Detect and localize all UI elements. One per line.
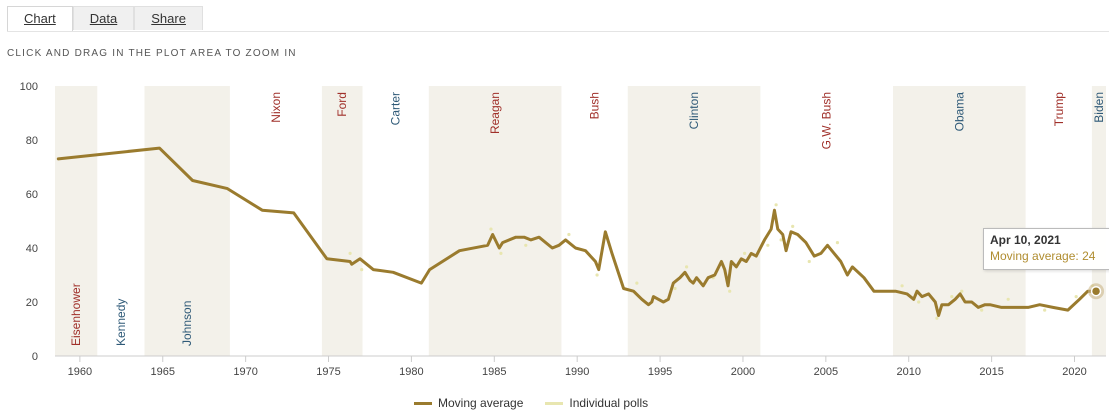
individual-poll-point (917, 300, 921, 304)
president-label-bush: Bush (588, 92, 602, 119)
president-label-obama: Obama (952, 92, 966, 132)
individual-poll-point (766, 243, 770, 247)
x-tick-label: 2005 (814, 366, 838, 378)
individual-poll-point (779, 238, 783, 242)
band-johnson (144, 86, 230, 356)
hover-marker (1090, 285, 1102, 297)
series-moving-average (56, 146, 1098, 317)
x-tick-label: 2010 (896, 366, 920, 378)
legend-swatch-moving-average (414, 401, 432, 405)
individual-poll-point (935, 316, 939, 320)
individual-poll-point (524, 243, 528, 247)
individual-poll-point (684, 265, 689, 269)
individual-poll-point (673, 286, 677, 291)
legend-item-individual-polls[interactable]: Individual polls (545, 396, 648, 410)
x-tick-label: 1980 (399, 366, 423, 378)
chart-tooltip: Apr 10, 2021 Moving average: 24 (983, 228, 1109, 270)
legend-item-moving-average[interactable]: Moving average (414, 396, 523, 410)
band-reagan (428, 86, 562, 356)
tab-data[interactable]: Data (72, 6, 135, 30)
x-tick-label: 1985 (482, 366, 506, 378)
legend-label-individual-polls: Individual polls (569, 396, 649, 410)
president-label-trump: Trump (1052, 92, 1066, 127)
x-tick-label: 1960 (68, 366, 92, 378)
president-label-eisenhower: Eisenhower (69, 283, 83, 346)
individual-poll-point (499, 251, 503, 255)
x-tick-label: 1995 (648, 366, 672, 378)
individual-poll-point (1006, 297, 1010, 301)
trust-chart[interactable]: Eisenhower Kennedy Johnson Nixon Ford Carter R… (0, 70, 1109, 400)
president-label-johnson: Johnson (180, 301, 194, 346)
individual-poll-point (595, 273, 599, 277)
y-tick-label: 20 (26, 297, 38, 309)
x-tick-label: 2015 (979, 366, 1003, 378)
individual-poll-point (900, 284, 904, 288)
president-label-carter: Carter (389, 92, 403, 125)
band-biden (1091, 86, 1106, 356)
tooltip-value: 24 (1082, 249, 1096, 263)
tab-chart[interactable]: Chart (7, 6, 73, 32)
president-label-ford: Ford (335, 92, 349, 117)
x-tick-label: 1990 (565, 366, 589, 378)
chart-tabs: Chart Data Share (7, 6, 203, 32)
individual-poll-point (960, 289, 964, 293)
individual-poll-point (1074, 295, 1078, 299)
individual-poll-point (807, 259, 811, 264)
x-tick-label: 1970 (233, 366, 257, 378)
band-ford (321, 86, 363, 356)
individual-poll-point (774, 203, 778, 207)
tooltip-series-label: Moving average (990, 249, 1076, 263)
individual-poll-point (1043, 308, 1047, 312)
tooltip-date: Apr 10, 2021 (990, 233, 1061, 247)
band-obama (892, 86, 1026, 356)
x-tick-label: 2000 (731, 366, 755, 378)
chart-legend: Moving average Individual polls (414, 396, 670, 410)
y-tick-label: 100 (20, 81, 38, 93)
zoom-hint: CLICK AND DRAG IN THE PLOT AREA TO ZOOM … (7, 48, 297, 59)
individual-poll-point (835, 241, 840, 245)
individual-poll-point (348, 251, 352, 255)
president-label-clinton: Clinton (687, 92, 701, 129)
individual-poll-point (791, 224, 795, 228)
tab-share[interactable]: Share (134, 6, 203, 30)
individual-poll-point (728, 289, 732, 293)
tab-divider (7, 31, 1109, 32)
individual-poll-point (980, 308, 984, 312)
band-eisenhower (55, 86, 98, 356)
individual-poll-point (489, 227, 493, 231)
president-label-kennedy: Kennedy (114, 299, 128, 346)
president-label-biden: Biden (1092, 92, 1106, 123)
y-tick-label: 40 (26, 243, 38, 255)
y-tick-label: 0 (32, 351, 38, 363)
x-tick-label: 1965 (151, 366, 175, 378)
individual-poll-point (950, 295, 954, 299)
individual-poll-point (360, 268, 364, 272)
president-label-nixon: Nixon (269, 92, 283, 123)
president-label-reagan: Reagan (488, 92, 502, 134)
individual-poll-point (567, 232, 571, 237)
x-tick-label: 2020 (1062, 366, 1086, 378)
y-tick-label: 60 (26, 189, 38, 201)
individual-poll-point (743, 251, 747, 255)
band-clinton (627, 86, 761, 356)
tooltip-value-row: Moving average: 24 (990, 249, 1096, 263)
legend-label-moving-average: Moving average (438, 396, 524, 410)
individual-poll-point (635, 281, 639, 285)
y-tick-label: 80 (26, 135, 38, 147)
legend-swatch-individual-polls (545, 401, 564, 405)
x-tick-label: 1975 (316, 366, 340, 378)
president-label-g-w-bush: G.W. Bush (820, 92, 834, 149)
